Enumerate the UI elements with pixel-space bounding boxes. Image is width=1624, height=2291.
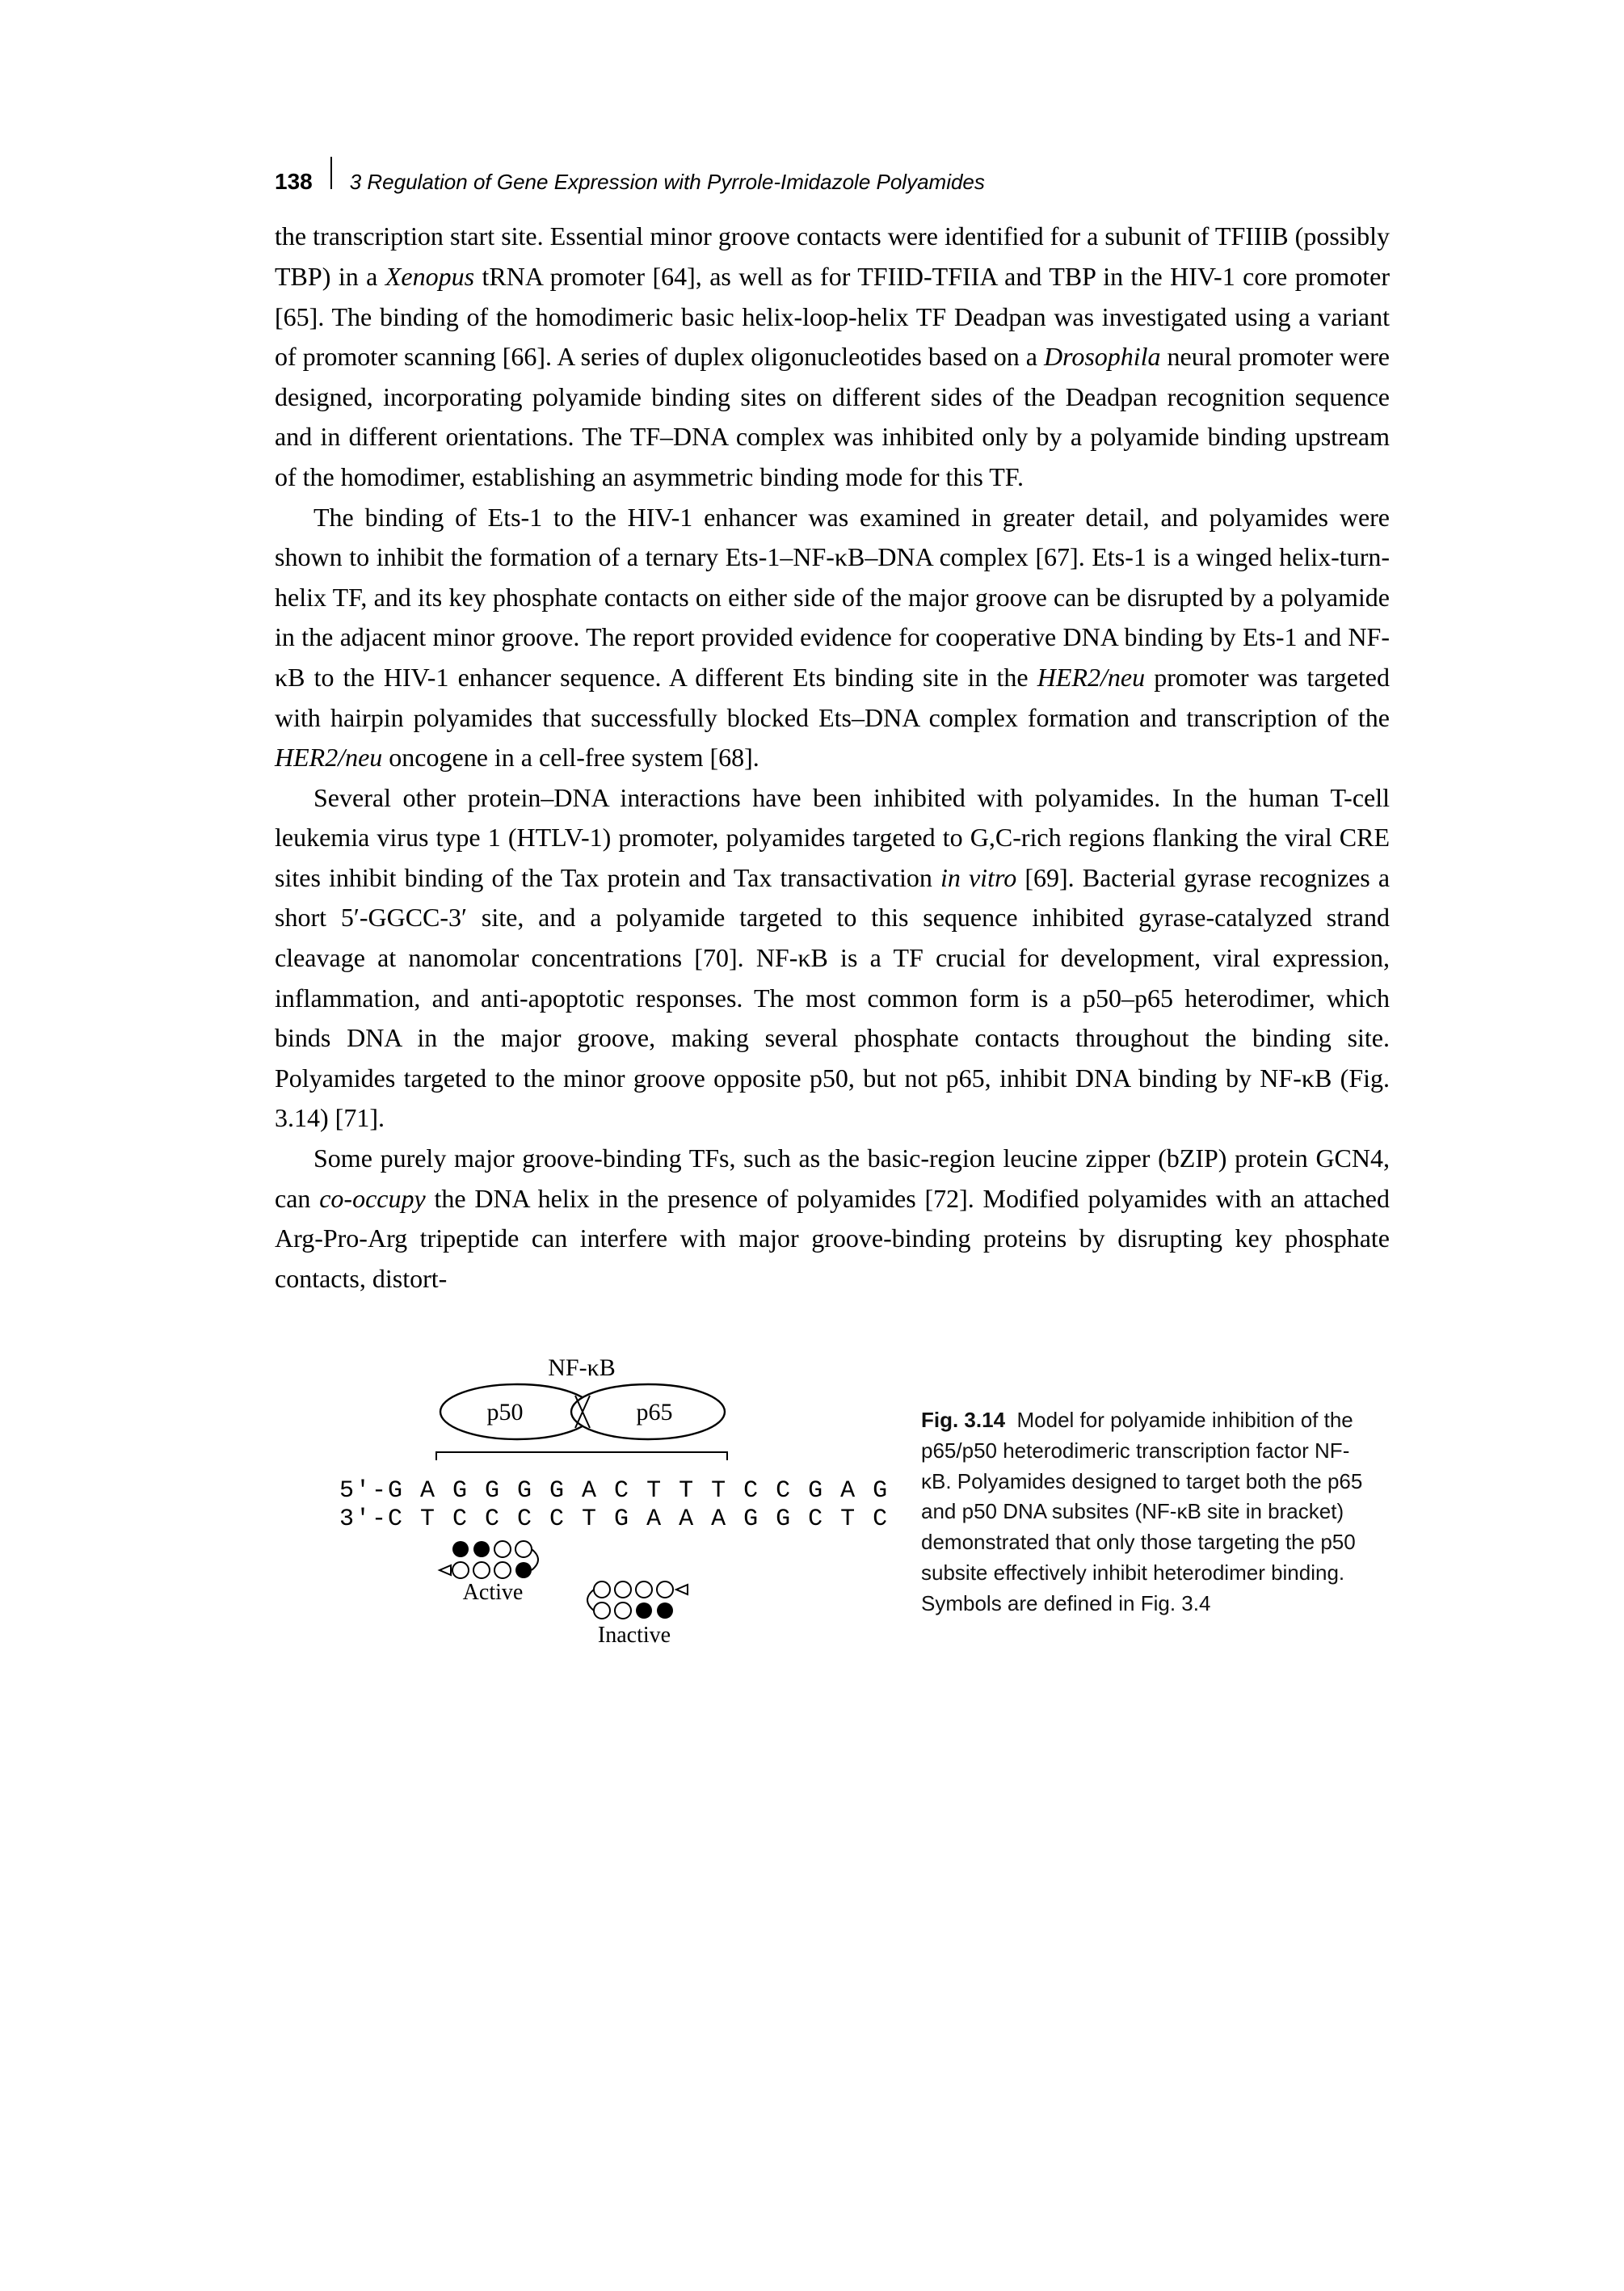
caption-label: Fig. 3.14 bbox=[921, 1408, 1005, 1432]
inactive-label: Inactive bbox=[598, 1623, 671, 1648]
site-bracket bbox=[436, 1452, 727, 1460]
seq-bottom: 3'-C T C C C C T G A A A G G C T C-5' bbox=[339, 1506, 889, 1533]
page-header: 138 3 Regulation of Gene Expression with… bbox=[275, 162, 1390, 199]
running-head: 3 Regulation of Gene Expression with Pyr… bbox=[342, 166, 985, 198]
caption-text: Model for polyamide inhibition of the p6… bbox=[921, 1408, 1362, 1615]
paragraph-4: Some purely major groove-binding TFs, su… bbox=[275, 1139, 1390, 1299]
active-label: Active bbox=[463, 1580, 524, 1605]
polyamide-inactive bbox=[587, 1581, 688, 1619]
figure-caption: Fig. 3.14 Model for polyamide inhibition… bbox=[921, 1355, 1374, 1619]
seq-top: 5'-G A G G G G A C T T T C C G A G-3' bbox=[339, 1477, 889, 1505]
p50-label: p50 bbox=[487, 1399, 524, 1426]
figure-diagram: NF-κB p50 p65 5'-G A G G G G A C T T T C… bbox=[275, 1355, 889, 1662]
page-number: 138 bbox=[275, 164, 321, 199]
header-separator bbox=[330, 157, 332, 189]
figure-3-14: NF-κB p50 p65 5'-G A G G G G A C T T T C… bbox=[275, 1355, 1390, 1662]
page: 138 3 Regulation of Gene Expression with… bbox=[0, 0, 1624, 2291]
running-head-prefix: 3 Regulation of Gene bbox=[350, 170, 554, 194]
paragraph-3: Several other protein–DNA interactions h… bbox=[275, 778, 1390, 1139]
running-head-italic: Expression with Pyrrole-Imidazole Polyam… bbox=[554, 170, 985, 194]
nfkb-label: NF-κB bbox=[548, 1355, 615, 1381]
polyamide-active bbox=[440, 1541, 538, 1578]
paragraph-2: The binding of Ets-1 to the HIV-1 enhanc… bbox=[275, 498, 1390, 778]
nfkb-dimer: p50 p65 bbox=[440, 1384, 725, 1439]
paragraph-1: the transcription start site. Essential … bbox=[275, 217, 1390, 497]
p65-label: p65 bbox=[637, 1399, 673, 1426]
